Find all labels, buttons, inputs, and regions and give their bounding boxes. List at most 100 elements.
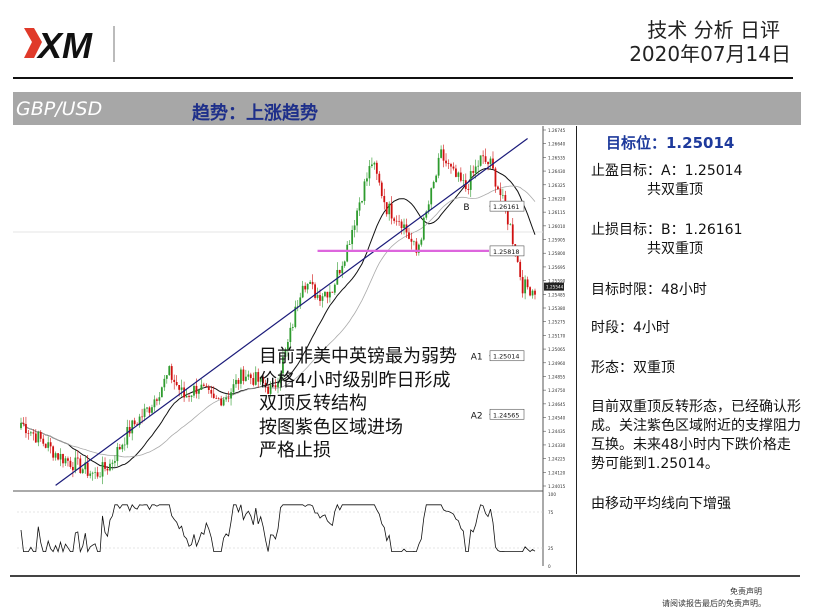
candle [425, 211, 428, 218]
candle [356, 210, 358, 226]
candle [210, 389, 213, 394]
candle [79, 458, 82, 474]
candle [99, 476, 101, 478]
take-profit-line: 止盈目标：A：1.25014 [591, 163, 743, 179]
candle [319, 295, 321, 301]
candle [62, 453, 64, 464]
level-value-box [489, 408, 525, 420]
stop-loss: 止损目标：B：1.26161 共双重顶 [591, 221, 743, 259]
candle [511, 224, 514, 245]
candle [331, 291, 334, 293]
candle [163, 378, 166, 388]
candle [333, 284, 336, 293]
candle [22, 422, 25, 424]
candle [37, 432, 40, 443]
candle [57, 453, 59, 460]
y-tick-label: 1.24645 [548, 402, 566, 407]
candle [316, 295, 319, 298]
candle [257, 372, 260, 382]
candle [101, 462, 104, 477]
candle [131, 420, 134, 434]
candle [205, 385, 208, 387]
y-tick-label: 1.26535 [548, 155, 566, 160]
candle [168, 366, 171, 376]
price-chart: 1.26161 1.25818 1.25014 A1 1.24565 A2 B 100 75 2… [13, 126, 566, 569]
candle [32, 432, 35, 434]
candle [459, 172, 462, 181]
y-tick-label: 1.26640 [548, 142, 566, 147]
candle [324, 291, 326, 297]
candle [455, 168, 457, 177]
candle [136, 424, 139, 426]
candle [501, 195, 504, 196]
candle [420, 239, 423, 245]
candle [242, 369, 245, 381]
candle [262, 376, 265, 384]
candle [259, 376, 262, 382]
candle [309, 281, 312, 284]
level-value-box [489, 200, 525, 212]
candle [114, 461, 116, 463]
candle [39, 432, 42, 439]
candle [59, 453, 62, 460]
candle [183, 387, 185, 398]
candle [422, 217, 425, 240]
annotation-line: 价格4小时级别昨日形成 [259, 369, 451, 391]
candle [207, 386, 210, 390]
candle [34, 433, 37, 443]
candle [311, 281, 314, 285]
candle [89, 473, 92, 476]
candle [143, 408, 146, 417]
y-tick-label: 1.26115 [548, 210, 566, 215]
candle [417, 244, 420, 253]
annotation-line: 按图紫色区域进场 [259, 416, 403, 438]
candle [180, 387, 183, 390]
candle [104, 462, 106, 469]
candle [111, 462, 114, 464]
candle [497, 186, 499, 190]
candle [408, 232, 410, 239]
candle [44, 443, 47, 448]
candle [371, 164, 373, 167]
candle [151, 407, 153, 413]
candle [178, 385, 181, 390]
candle [109, 463, 111, 471]
footer-divider [10, 575, 800, 577]
y-tick-label: 1.24120 [548, 470, 566, 475]
candle [282, 356, 284, 374]
stop-loss-note: 共双重顶 [647, 241, 703, 257]
candle [410, 238, 413, 242]
candle [494, 168, 497, 187]
candle [437, 157, 440, 176]
candle [363, 181, 366, 201]
candle [148, 407, 151, 413]
candle [81, 469, 84, 474]
candle [358, 202, 361, 211]
title-band [13, 92, 801, 125]
candle [430, 188, 433, 205]
candle [25, 423, 27, 434]
currency-pair: GBP/USD [16, 98, 103, 120]
osc-tick-label: 25 [548, 546, 554, 551]
candle [328, 291, 331, 298]
candle [534, 290, 536, 295]
candle [467, 188, 470, 190]
candle [415, 241, 418, 253]
candle [388, 203, 391, 215]
xm-logo: XM [24, 25, 115, 66]
level-label: A2 [471, 411, 483, 421]
candle [106, 468, 109, 471]
candle [353, 225, 356, 230]
candle [361, 200, 363, 203]
candle [482, 155, 485, 157]
candle [432, 181, 435, 189]
take-profit: 止盈目标：A：1.25014 共双重顶 [591, 162, 742, 200]
candle [519, 261, 522, 277]
candle [338, 269, 341, 274]
candle [133, 420, 136, 425]
candle [457, 172, 460, 177]
y-tick-label: 1.24435 [548, 429, 566, 434]
y-tick-label: 1.26220 [548, 196, 566, 201]
candle [54, 453, 57, 458]
candle [254, 372, 257, 385]
